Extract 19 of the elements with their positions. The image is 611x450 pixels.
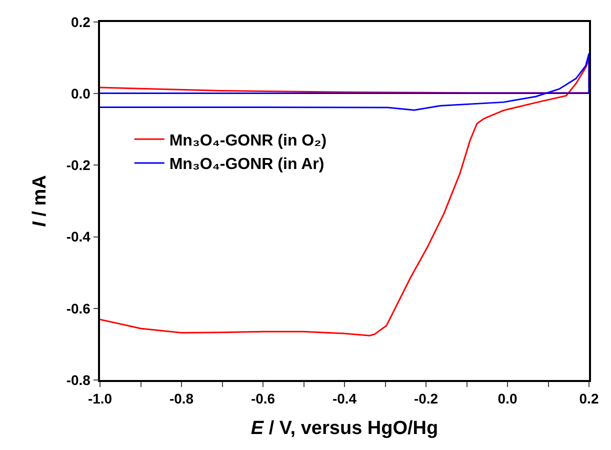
legend-label: Mn₃O₄-GONR (in O₂) [169, 132, 327, 150]
x-tick-label: -0.4 [332, 390, 357, 407]
line-series [100, 58, 589, 336]
y-axis-title: I / mA [30, 174, 51, 227]
x-tick-label: 0.2 [579, 390, 599, 407]
x-tick-label: -0.8 [169, 390, 194, 407]
y-tick-label: -0.4 [66, 228, 91, 245]
x-tick-label: 0.0 [498, 390, 518, 407]
y-tick-label: 0.2 [70, 14, 91, 30]
x-tick-label: -1.0 [88, 390, 112, 407]
x-tick-label: -0.2 [414, 390, 438, 407]
x-axis-title: E / V, versus HgO/Hg [250, 418, 438, 439]
line-series [100, 52, 589, 111]
legend-label: Mn₃O₄-GONR (in Ar) [169, 156, 324, 174]
y-tick-label: -0.2 [66, 157, 91, 174]
y-tick-label: 0.0 [70, 86, 91, 102]
y-tick-label: -0.8 [66, 372, 91, 388]
x-tick-label: -0.6 [250, 390, 276, 407]
y-tick-label: -0.6 [66, 300, 91, 316]
